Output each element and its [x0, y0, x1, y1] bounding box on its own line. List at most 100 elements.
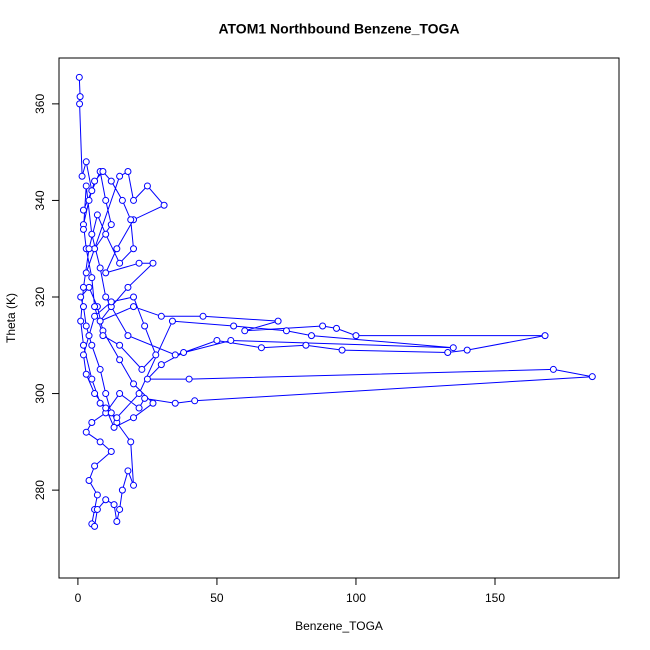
data-point	[124, 332, 132, 340]
x-axis-label: Benzene_TOGA	[295, 619, 383, 633]
data-point	[77, 293, 85, 301]
y-tick-label: 360	[33, 94, 47, 114]
data-point	[96, 317, 104, 325]
data-point	[76, 100, 84, 108]
data-point	[463, 346, 471, 354]
data-point	[79, 283, 87, 291]
data-point	[135, 390, 143, 398]
data-point	[93, 491, 101, 499]
data-point	[444, 349, 452, 357]
data-point	[116, 172, 124, 180]
x-tick-label: 100	[346, 591, 366, 605]
data-point	[88, 274, 96, 282]
data-point	[549, 365, 557, 373]
data-point	[130, 196, 138, 204]
data-point	[227, 336, 235, 344]
data-point	[130, 303, 138, 311]
data-point	[79, 225, 87, 233]
data-point	[102, 269, 110, 277]
y-tick-label: 320	[33, 287, 47, 307]
data-point	[91, 522, 99, 530]
data-point	[85, 332, 93, 340]
data-point	[110, 423, 118, 431]
data-point	[102, 293, 110, 301]
y-tick-label: 300	[33, 383, 47, 403]
data-point	[107, 409, 115, 417]
data-point	[135, 259, 143, 267]
data-point	[77, 317, 85, 325]
data-point	[116, 259, 124, 267]
data-point	[88, 187, 96, 195]
data-point	[127, 216, 135, 224]
data-point	[107, 221, 115, 229]
data-point	[113, 518, 121, 526]
data-point	[91, 312, 99, 320]
data-point	[116, 341, 124, 349]
data-point	[180, 349, 188, 357]
data-point	[88, 419, 96, 427]
data-point	[149, 399, 157, 407]
data-point	[88, 341, 96, 349]
data-point	[307, 332, 315, 340]
data-point	[152, 351, 160, 359]
data-point	[352, 332, 360, 340]
data-point	[76, 93, 84, 101]
data-point	[302, 341, 310, 349]
data-point	[541, 332, 549, 340]
data-point	[82, 428, 90, 436]
plot-frame	[58, 57, 620, 579]
y-axis-label: Theta (K)	[4, 293, 18, 343]
y-tick-label: 280	[33, 480, 47, 500]
data-point	[213, 336, 221, 344]
data-point	[78, 172, 86, 180]
data-point	[149, 259, 157, 267]
data-point	[319, 322, 327, 330]
data-point	[332, 324, 340, 332]
data-point	[93, 211, 101, 219]
data-point	[107, 448, 115, 456]
data-point	[102, 404, 110, 412]
data-point	[138, 365, 146, 373]
data-point	[338, 346, 346, 354]
data-point	[96, 264, 104, 272]
data-point	[85, 476, 93, 484]
data-point	[116, 356, 124, 364]
data-point	[588, 373, 596, 381]
data-point	[102, 390, 110, 398]
chart-title: ATOM1 Northbound Benzene_TOGA	[218, 21, 459, 37]
data-point	[241, 327, 249, 335]
data-point	[82, 158, 90, 166]
data-point	[130, 380, 138, 388]
data-point	[82, 322, 90, 330]
data-point	[141, 394, 149, 402]
data-point	[82, 269, 90, 277]
data-point	[124, 167, 132, 175]
x-tick-label: 50	[210, 591, 224, 605]
data-point	[91, 303, 99, 311]
data-point	[199, 312, 207, 320]
data-point	[257, 344, 265, 352]
data-point	[82, 370, 90, 378]
data-point	[91, 462, 99, 470]
data-point	[88, 375, 96, 383]
data-point	[107, 298, 115, 306]
data-point	[96, 365, 104, 373]
data-point	[110, 501, 118, 509]
data-point	[75, 73, 83, 81]
data-point	[130, 245, 138, 253]
data-point	[130, 481, 138, 489]
y-tick-label: 340	[33, 190, 47, 210]
data-point	[96, 399, 104, 407]
x-tick-label: 150	[485, 591, 505, 605]
data-point	[130, 414, 138, 422]
data-point	[102, 496, 110, 504]
data-point	[449, 344, 457, 352]
data-point	[99, 167, 107, 175]
data-point	[143, 375, 151, 383]
data-point	[79, 351, 87, 359]
data-point	[168, 317, 176, 325]
data-point	[102, 230, 110, 238]
data-point	[141, 322, 149, 330]
